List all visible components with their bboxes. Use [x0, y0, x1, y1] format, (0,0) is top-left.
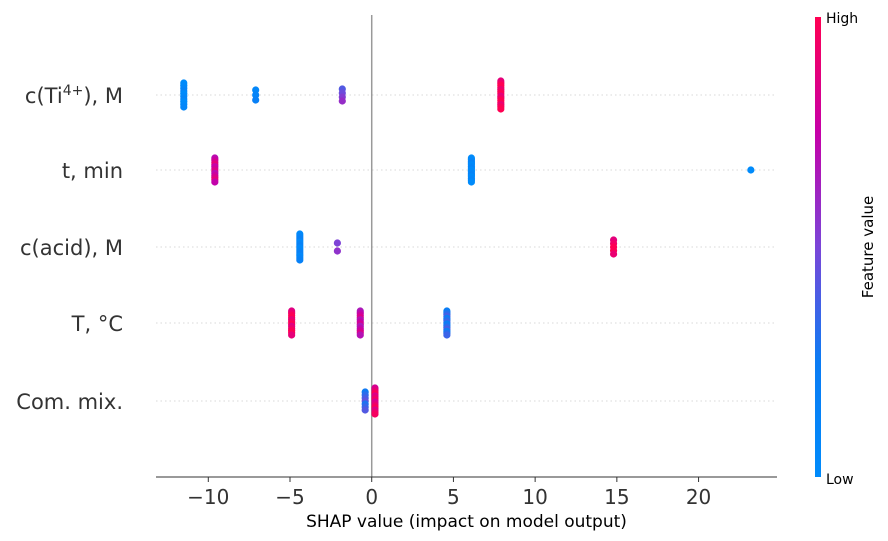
shap-point: [609, 250, 618, 258]
x-tick-label: 15: [604, 485, 629, 509]
feature-row-gridlines: [156, 94, 777, 402]
shap-point: [180, 103, 188, 111]
colorbar-low-label: Low: [826, 472, 854, 488]
feature-label: c(acid), M: [20, 236, 123, 260]
shap-point: [252, 96, 260, 104]
colorbar-title: Feature value: [859, 196, 877, 298]
feature-label: t, min: [62, 159, 123, 183]
shap-point: [211, 178, 219, 186]
shap-point: [338, 97, 346, 105]
colorbar: [815, 17, 821, 477]
x-tick-label: 20: [686, 485, 711, 509]
shap-point: [443, 331, 451, 339]
feature-label: Com. mix.: [16, 390, 123, 414]
colorbar-high-label: High: [826, 11, 858, 27]
shap-point: [497, 105, 505, 113]
shap-point: [333, 247, 341, 255]
feature-label: T, °C: [71, 312, 123, 336]
x-tick-label: −5: [275, 485, 304, 509]
shap-points: [180, 77, 755, 418]
x-tick-label: 0: [365, 485, 378, 509]
shap-point: [296, 256, 304, 264]
shap-point: [252, 86, 260, 94]
feature-labels: c(Ti4+), M t, min c(acid), M T, °C Com. mix.: [16, 83, 123, 414]
x-tick-label: 5: [447, 485, 460, 509]
x-tick-label: 10: [522, 485, 547, 509]
shap-point: [467, 178, 476, 186]
shap-point: [361, 406, 369, 414]
x-tick-label: −10: [187, 485, 229, 509]
shap-point: [252, 91, 260, 99]
shap-point: [356, 331, 364, 339]
shap-point: [747, 166, 755, 174]
shap-point: [288, 331, 296, 339]
shap-point: [333, 239, 341, 247]
shap-point: [371, 410, 379, 418]
x-axis-ticks: −10 −5 0 5 10 15 20: [187, 477, 711, 509]
feature-label: c(Ti4+), M: [25, 83, 123, 108]
x-axis-title: SHAP value (impact on model output): [306, 512, 627, 532]
